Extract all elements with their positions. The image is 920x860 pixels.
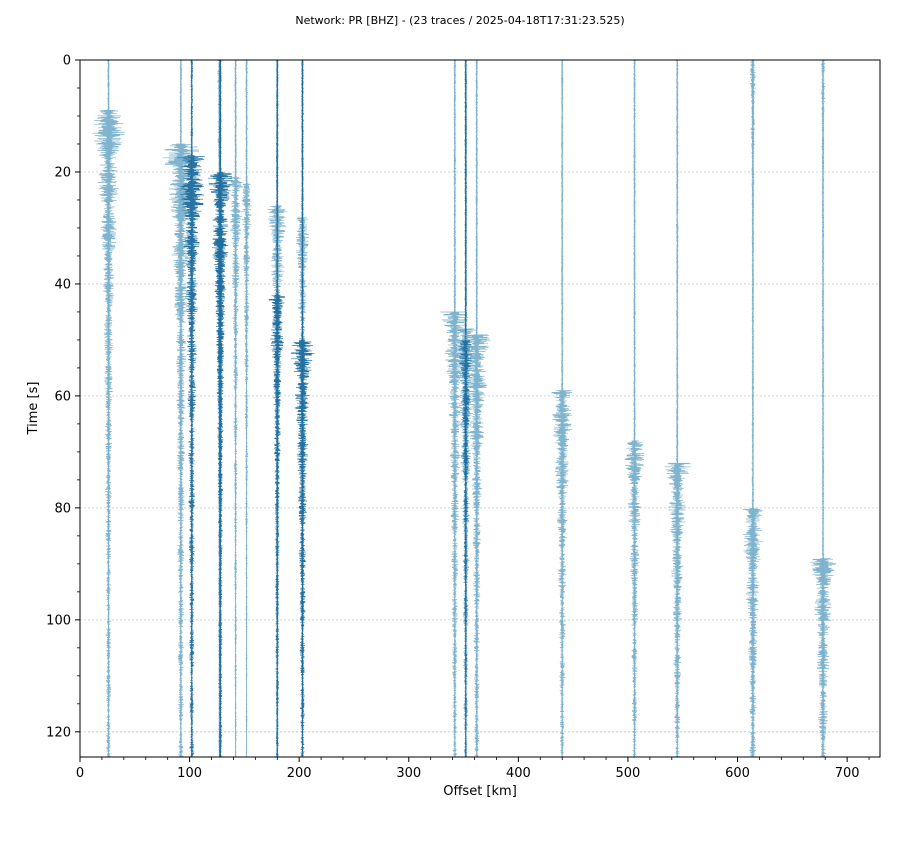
y-tick-label: 60 [54, 389, 71, 404]
traces [92, 59, 837, 757]
plot-area-frame [79, 59, 881, 758]
seismic-trace [551, 59, 573, 757]
seismic-trace [458, 59, 473, 757]
x-tick-label: 500 [616, 766, 641, 781]
x-tick-label: 0 [76, 766, 84, 781]
y-axis-label: Time [s] [26, 382, 41, 436]
chart-title: Network: PR [BHZ] - (23 traces / 2025-04… [295, 14, 624, 27]
seismic-trace [212, 59, 229, 757]
y-tick-label: 80 [54, 501, 71, 516]
x-tick-label: 400 [506, 766, 531, 781]
x-tick-label: 600 [725, 766, 750, 781]
y-tick-label: 100 [46, 613, 71, 628]
y-tick-label: 0 [63, 54, 71, 69]
y-tick-label: 120 [46, 725, 71, 740]
x-tick-label: 700 [835, 766, 860, 781]
seismic-trace [227, 59, 243, 757]
axis-ticks: 0 20 40 60 80 100 120 0 100 200 300 400 500 600 700 [46, 54, 870, 781]
seismic-trace [440, 59, 469, 757]
seismic-trace [241, 59, 252, 757]
y-tick-label: 20 [54, 165, 71, 180]
x-tick-label: 100 [177, 766, 202, 781]
x-axis-label: Offset [km] [443, 784, 517, 799]
x-tick-label: 300 [396, 766, 421, 781]
x-tick-label: 200 [287, 766, 312, 781]
y-tick-label: 40 [54, 277, 71, 292]
